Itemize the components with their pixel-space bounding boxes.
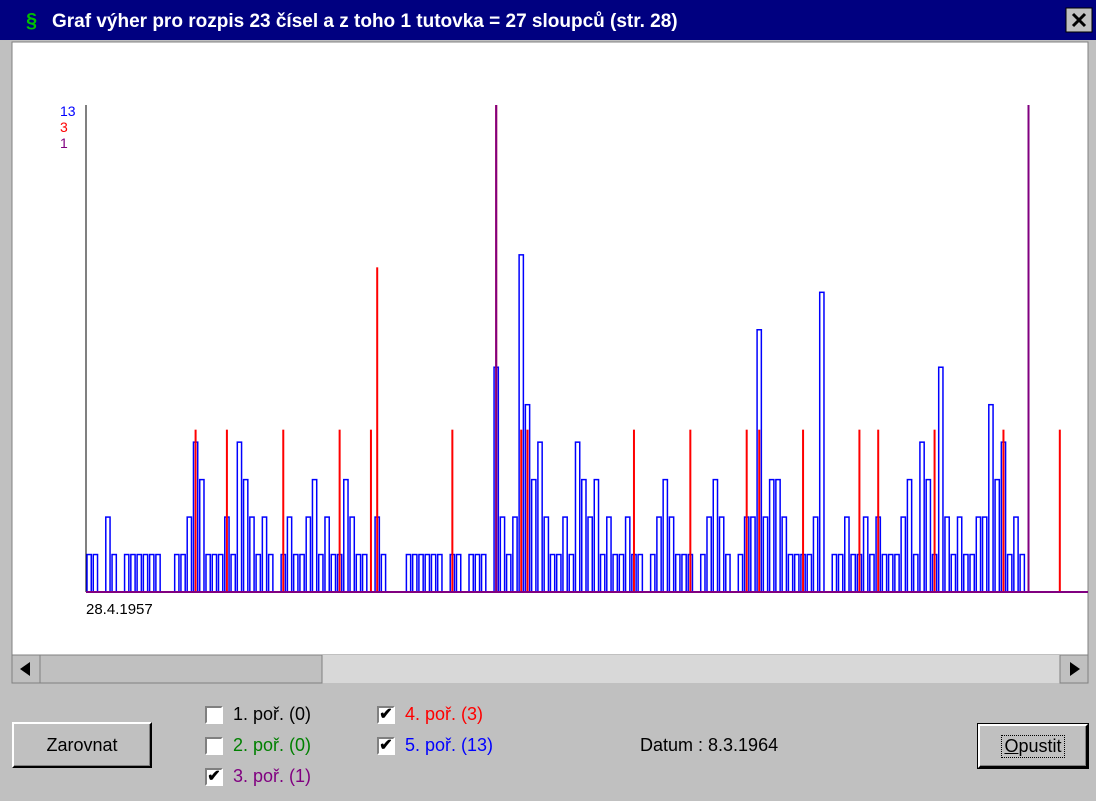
bar	[369, 429, 372, 592]
arrow-left	[20, 662, 30, 676]
app-icon: §	[26, 10, 37, 32]
checkbox-label: 3. poř. (1)	[233, 766, 312, 786]
bar	[495, 105, 498, 592]
checkbox[interactable]: 2. poř. (0)	[205, 735, 311, 756]
checkbox-label: 2. poř. (0)	[233, 735, 312, 755]
exit-button[interactable]: Opustit	[977, 723, 1089, 769]
bar	[1058, 429, 1061, 592]
bar	[877, 429, 880, 592]
bar	[758, 429, 761, 592]
bar	[1002, 429, 1005, 592]
bar	[745, 429, 748, 592]
arrow-right	[1070, 662, 1080, 676]
date-text: Datum : 8.3.1964	[640, 735, 778, 756]
checkbox-label: 5. poř. (13)	[405, 735, 494, 755]
checkbox[interactable]: ✔ 3. poř. (1)	[205, 766, 311, 787]
bar	[194, 429, 197, 592]
bar	[802, 429, 805, 592]
bar	[282, 429, 285, 592]
checkbox[interactable]: ✔ 4. poř. (3)	[377, 704, 483, 725]
series-max-label: 13	[60, 103, 76, 119]
chart-window: § Graf výher pro rozpis 23 čísel a z toh…	[0, 0, 1096, 684]
series-max-label: 3	[60, 119, 68, 135]
series-max-label: 1	[60, 135, 68, 151]
checkbox-box[interactable]: ✔	[205, 767, 223, 786]
checkbox-box[interactable]: ✔	[377, 705, 395, 724]
bar	[225, 429, 228, 592]
checkbox[interactable]: ✔ 5. poř. (13)	[377, 735, 493, 756]
bar	[526, 429, 529, 592]
bar	[338, 429, 341, 592]
checkbox-box[interactable]	[205, 736, 223, 755]
date-label: Datum : 8.3.1964	[640, 735, 779, 755]
button-label: Zarovnat	[46, 734, 118, 755]
button-label: Opustit	[1001, 734, 1065, 758]
bar	[1027, 105, 1030, 592]
start-date: 28.4.1957	[86, 601, 153, 618]
bar	[520, 429, 523, 592]
checkbox-label: 1. poř. (0)	[233, 704, 312, 724]
bar	[858, 429, 861, 592]
scroll-thumb[interactable]	[39, 654, 323, 684]
checkbox-box[interactable]	[205, 705, 223, 724]
checkbox-label: 4. poř. (3)	[405, 704, 484, 724]
close-icon	[1071, 12, 1087, 28]
bar	[376, 267, 379, 592]
bar	[933, 429, 936, 592]
title-bar	[0, 0, 1096, 40]
align-button[interactable]: Zarovnat	[12, 722, 152, 768]
scroll-left[interactable]	[11, 654, 41, 684]
checkbox[interactable]: 1. poř. (0)	[205, 704, 311, 725]
checkbox-box[interactable]: ✔	[377, 736, 395, 755]
bar	[689, 429, 692, 592]
bar	[632, 429, 635, 592]
window-title: Graf výher pro rozpis 23 čísel a z toho …	[52, 11, 678, 32]
bar	[451, 429, 454, 592]
